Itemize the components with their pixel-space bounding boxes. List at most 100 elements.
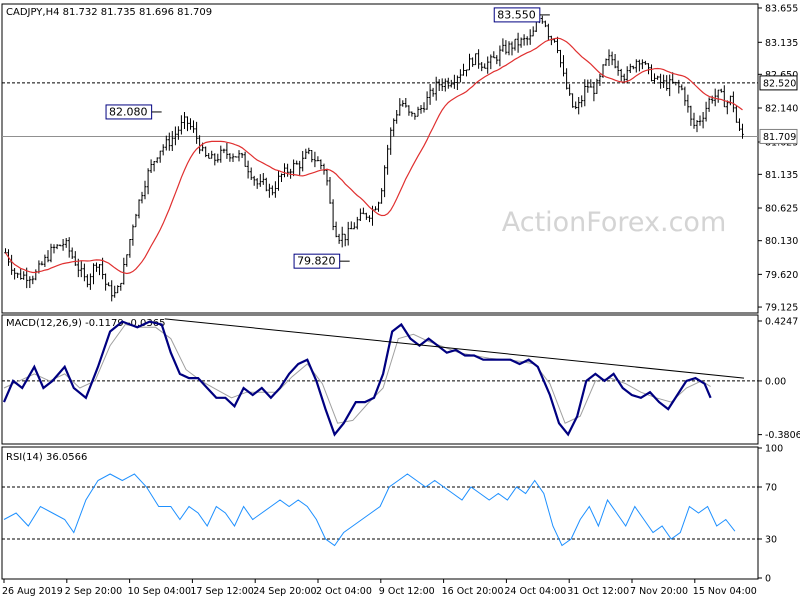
price-bar <box>583 79 587 107</box>
rsi-y-tick-label: 100 <box>765 444 783 455</box>
price-bar <box>362 207 365 215</box>
price-y-tick-label: 81.135 <box>765 170 798 181</box>
price-bar <box>395 110 398 124</box>
price-bar <box>325 168 329 186</box>
price-bar <box>525 36 529 46</box>
price-bars <box>4 12 744 302</box>
price-bar <box>89 273 92 290</box>
price-bar <box>586 79 590 93</box>
x-tick-label: 9 Oct 12:00 <box>379 586 435 597</box>
price-bar <box>716 89 720 103</box>
price-bar <box>483 63 486 69</box>
price-bar <box>644 60 647 65</box>
price-bar <box>359 208 362 221</box>
price-bar <box>149 159 153 173</box>
price-reference-lines <box>2 82 758 137</box>
price-bar <box>462 63 465 76</box>
price-bar <box>158 150 162 163</box>
price-bar <box>237 150 241 162</box>
price-tag-label: 81.709 <box>763 132 796 143</box>
price-bar <box>186 116 189 132</box>
price-bar <box>656 75 659 80</box>
price-bar <box>553 39 556 43</box>
price-bar <box>726 100 729 115</box>
price-bar <box>140 191 144 204</box>
price-bar <box>720 88 723 93</box>
price-bar <box>665 75 668 91</box>
price-bar <box>431 87 435 97</box>
price-bar <box>577 97 580 115</box>
price-bar <box>641 59 644 70</box>
price-bar <box>589 79 593 88</box>
x-tick-label: 7 Nov 20:00 <box>630 586 688 597</box>
price-bar <box>95 262 98 272</box>
price-bar <box>234 156 238 158</box>
price-bar <box>741 123 744 139</box>
price-bar <box>101 257 104 280</box>
macd-line <box>2 320 712 437</box>
price-bar <box>110 280 113 302</box>
price-bar <box>625 66 629 84</box>
price-bar <box>519 37 523 48</box>
moving-average-line <box>4 37 743 275</box>
x-tick-label: 10 Sep 04:00 <box>128 586 191 597</box>
price-bar <box>80 261 83 278</box>
rsi-reference-lines <box>2 486 758 540</box>
price-bar <box>713 88 717 107</box>
price-bar <box>547 23 550 41</box>
price-y-tick-label: 83.135 <box>765 38 798 49</box>
price-panel-title: CADJPY,H4 81.732 81.735 81.696 81.709 <box>6 7 212 18</box>
price-bar <box>183 112 186 129</box>
price-bar <box>262 173 265 185</box>
price-bar <box>16 272 19 278</box>
price-bar <box>680 84 684 91</box>
price-bar <box>668 74 671 97</box>
price-bar <box>607 49 611 66</box>
x-tick-label: 16 Oct 20:00 <box>442 586 504 597</box>
price-bar <box>143 180 147 200</box>
price-bar <box>389 127 392 155</box>
price-bar <box>434 76 438 101</box>
price-bar <box>240 152 244 158</box>
price-bar <box>131 224 135 246</box>
price-bar <box>492 51 496 59</box>
price-y-tick-label: 79.125 <box>765 303 798 314</box>
macd-panel-title: MACD(12,26,9) -0.1179 -0.0365 <box>6 318 166 329</box>
price-bar <box>407 105 411 116</box>
price-bar <box>161 144 165 156</box>
price-bar <box>204 146 207 158</box>
price-bar <box>704 101 708 122</box>
price-bar <box>501 38 505 52</box>
rsi-y-axis: 100 70 30 0 <box>758 444 783 585</box>
price-bar <box>134 213 138 228</box>
price-bar <box>604 58 608 66</box>
price-bar <box>125 254 129 267</box>
price-bar <box>13 268 16 280</box>
price-bar <box>686 94 690 113</box>
price-bar <box>219 145 223 163</box>
price-bar <box>295 160 298 165</box>
price-bar <box>268 183 271 198</box>
price-bar <box>477 49 480 69</box>
x-tick-label: 2 Oct 04:00 <box>316 586 372 597</box>
price-bar <box>471 57 474 67</box>
x-tick-label: 2 Sep 20:00 <box>65 586 122 597</box>
price-bar <box>568 84 571 96</box>
price-bar <box>495 55 499 65</box>
price-bar <box>404 98 408 108</box>
price-bar <box>419 105 423 114</box>
price-bar <box>283 163 286 178</box>
price-bar <box>516 32 520 53</box>
price-bar <box>55 244 59 250</box>
price-bar <box>304 148 308 159</box>
rsi-panel-frame <box>1 446 759 580</box>
price-bar <box>504 40 508 55</box>
price-bar <box>346 221 350 246</box>
price-bar <box>732 91 735 113</box>
price-bar <box>595 78 599 94</box>
x-tick-label: 31 Oct 12:00 <box>567 586 629 597</box>
price-callout-label: 79.820 <box>297 255 336 268</box>
price-bar <box>265 177 268 192</box>
price-bar <box>616 60 620 76</box>
